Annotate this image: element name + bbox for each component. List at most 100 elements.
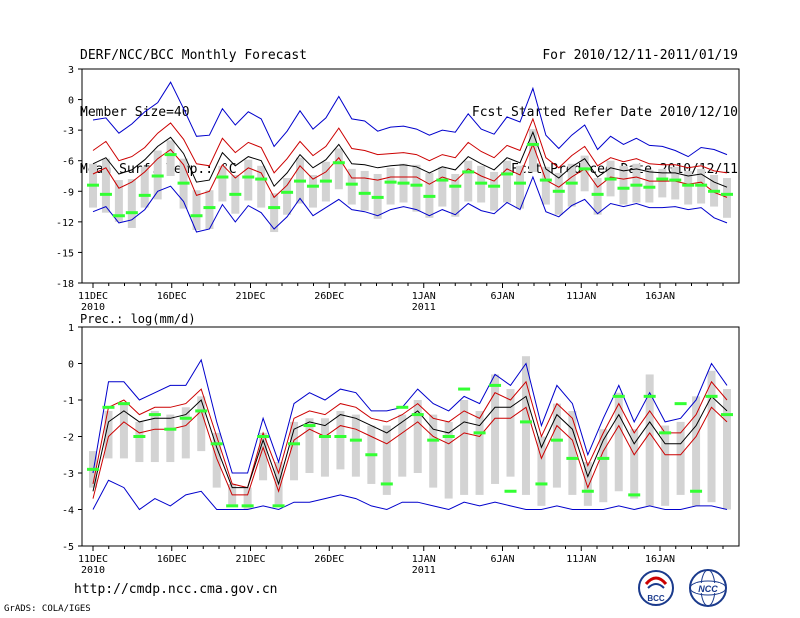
- median-marker: [669, 178, 682, 182]
- median-marker: [272, 504, 285, 508]
- ensemble-box: [259, 432, 268, 481]
- median-marker: [442, 435, 455, 438]
- ensemble-box: [658, 168, 667, 198]
- y-tick-label: -15: [56, 248, 74, 259]
- lower-quartile-line: [92, 406, 728, 499]
- ensemble-box: [127, 179, 136, 228]
- ensemble-box: [723, 178, 731, 218]
- x-tick-label: 26DEC: [314, 291, 344, 302]
- min-line: [92, 479, 728, 511]
- median-marker: [332, 161, 345, 165]
- median-marker: [581, 489, 594, 493]
- median-marker: [475, 181, 488, 185]
- ensemble-box: [707, 370, 716, 503]
- ensemble-box: [413, 400, 422, 473]
- x-tick-year: 2010: [81, 302, 105, 313]
- bcc-logo: BCC: [638, 570, 674, 606]
- ensemble-box: [444, 421, 453, 499]
- median-marker: [190, 214, 203, 218]
- ensemble-box: [398, 414, 407, 477]
- upper-quartile-line: [92, 380, 728, 489]
- median-marker: [566, 456, 579, 460]
- ncc-logo: NCC: [689, 569, 727, 607]
- ensemble-box: [135, 421, 144, 463]
- y-tick-label: -2: [62, 433, 74, 444]
- median-marker: [519, 420, 532, 424]
- ensemble-box: [692, 396, 701, 506]
- ensemble-box: [360, 170, 369, 211]
- x-tick-label: 16DEC: [157, 291, 187, 302]
- forecast-period: For 2010/12/11-2011/01/19: [542, 48, 738, 63]
- y-tick-label: -3: [62, 126, 74, 137]
- source-url[interactable]: http://cmdp.ncc.cma.gov.cn: [74, 582, 278, 597]
- median-marker: [371, 195, 384, 199]
- ensemble-box: [464, 160, 473, 202]
- median-marker: [656, 177, 669, 181]
- x-tick-label: 21DEC: [235, 554, 265, 565]
- ensemble-box: [632, 163, 641, 203]
- x-tick-label: 1JAN: [412, 554, 436, 565]
- median-marker: [195, 409, 208, 413]
- ensemble-box: [283, 178, 292, 215]
- ensemble-box: [490, 171, 499, 211]
- median-marker: [125, 211, 138, 215]
- median-marker: [179, 416, 192, 420]
- lower-quartile-line: [92, 143, 728, 199]
- x-tick-label: 26DEC: [314, 554, 344, 565]
- ensemble-box: [140, 166, 149, 208]
- median-marker: [397, 181, 410, 185]
- ensemble-box: [166, 414, 175, 463]
- ensemble-box: [451, 173, 460, 217]
- median-marker: [427, 438, 440, 442]
- median-marker: [288, 442, 301, 446]
- y-tick-label: 0: [68, 360, 74, 371]
- median-marker: [112, 214, 125, 218]
- ensemble-box: [429, 414, 438, 488]
- median-marker: [550, 438, 563, 442]
- ensemble-box: [676, 421, 685, 495]
- y-tick-label: -6: [62, 157, 74, 168]
- ensemble-box: [580, 155, 589, 192]
- y-tick-label: -9: [62, 187, 74, 198]
- median-marker: [436, 178, 449, 182]
- median-marker: [488, 184, 501, 188]
- min-line: [92, 175, 728, 233]
- ensemble-box: [412, 164, 421, 212]
- median-marker: [117, 402, 130, 406]
- median-marker: [148, 413, 161, 417]
- ensemble-box: [212, 432, 221, 488]
- median-marker: [643, 185, 656, 189]
- ensemble-box: [506, 389, 515, 477]
- forecast-title: DERF/NCC/BCC Monthly Forecast: [80, 48, 307, 63]
- ensemble-box: [119, 403, 128, 459]
- ensemble-mean-line: [92, 130, 728, 188]
- ensemble-box: [661, 425, 670, 506]
- ensemble-box: [491, 374, 500, 484]
- ensemble-box: [541, 166, 550, 205]
- ensemble-box: [101, 158, 110, 213]
- median-marker: [628, 493, 641, 497]
- median-marker: [345, 182, 358, 186]
- median-marker: [617, 186, 630, 190]
- x-tick-label: 6JAN: [490, 554, 514, 565]
- median-marker: [565, 181, 578, 185]
- ensemble-box: [614, 392, 623, 492]
- ensemble-box: [593, 178, 602, 215]
- median-marker: [268, 206, 281, 210]
- svg-text:BCC: BCC: [647, 594, 665, 603]
- median-marker: [539, 178, 552, 182]
- x-tick-year: 2011: [412, 565, 436, 576]
- median-marker: [411, 413, 424, 417]
- x-tick-label: 11DEC: [78, 291, 108, 302]
- ensemble-box: [243, 487, 252, 510]
- plot-frame: [81, 326, 740, 547]
- ensemble-box: [567, 163, 576, 207]
- median-marker: [255, 177, 268, 181]
- y-tick-label: 1: [68, 323, 74, 334]
- median-marker: [501, 172, 514, 176]
- median-marker: [102, 405, 115, 409]
- ensemble-box: [599, 429, 608, 503]
- median-marker: [138, 193, 151, 197]
- median-marker: [87, 183, 99, 187]
- median-marker: [489, 383, 502, 387]
